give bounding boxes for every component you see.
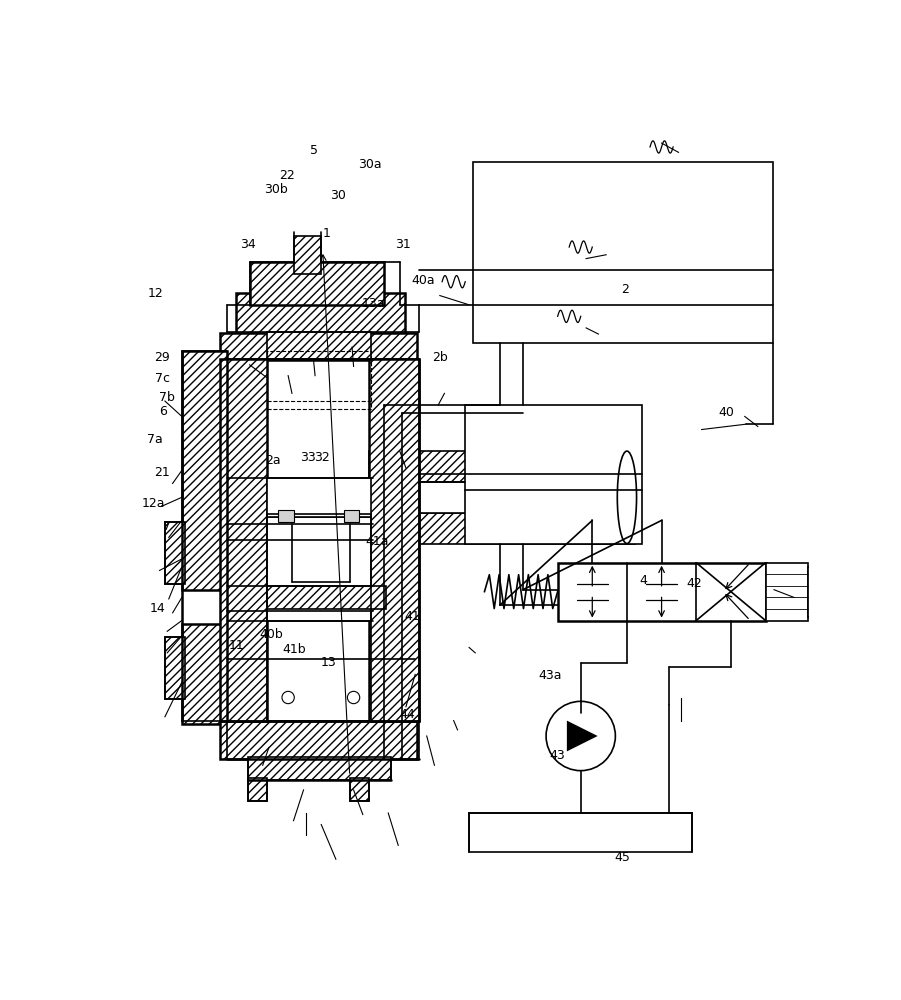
Bar [221, 721, 417, 759]
Text: 30b: 30b [264, 183, 287, 196]
Text: 41b: 41b [282, 643, 305, 656]
Circle shape [282, 691, 295, 704]
Bar [295, 235, 322, 274]
Text: 7: 7 [163, 520, 171, 533]
Bar [469, 813, 692, 852]
Bar [221, 359, 267, 721]
Bar [343, 510, 359, 522]
Text: 5: 5 [310, 144, 318, 157]
Text: 7c: 7c [155, 372, 169, 385]
Bar [369, 359, 419, 721]
Ellipse shape [617, 451, 636, 544]
Text: 41: 41 [404, 610, 420, 623]
Bar [248, 757, 390, 780]
Bar [558, 563, 766, 620]
Text: 40a: 40a [412, 274, 435, 287]
Bar [369, 513, 607, 544]
Text: 45: 45 [614, 851, 631, 864]
Bar [267, 586, 386, 609]
Bar [221, 333, 417, 360]
Circle shape [546, 701, 615, 771]
Text: 34: 34 [241, 238, 256, 251]
Text: 7b: 7b [159, 391, 175, 404]
Text: 30a: 30a [359, 158, 382, 171]
Bar [465, 405, 642, 544]
Text: 42: 42 [687, 577, 702, 590]
Text: 40b: 40b [259, 628, 283, 641]
Text: 6: 6 [159, 405, 168, 418]
Polygon shape [567, 721, 597, 751]
Text: 44: 44 [400, 708, 415, 721]
Bar [808, 567, 822, 617]
Bar [278, 510, 294, 522]
Bar [766, 563, 808, 620]
Bar [165, 522, 185, 584]
Text: 14: 14 [150, 602, 166, 615]
Text: 2: 2 [621, 283, 629, 296]
Bar [182, 624, 226, 724]
Bar [182, 351, 226, 590]
Text: 43: 43 [550, 749, 566, 762]
Text: 29: 29 [154, 351, 170, 364]
Bar [267, 478, 370, 517]
Text: 21: 21 [154, 466, 170, 479]
Text: 41a: 41a [366, 535, 389, 548]
Text: 32: 32 [314, 451, 330, 464]
Bar [165, 637, 185, 699]
Text: 13: 13 [321, 656, 336, 669]
Text: 12a: 12a [141, 497, 165, 510]
Text: 11: 11 [229, 639, 244, 652]
Circle shape [348, 691, 359, 704]
Text: 12: 12 [147, 287, 163, 300]
Bar [473, 162, 773, 343]
Text: 22: 22 [279, 169, 295, 182]
Text: 31: 31 [395, 238, 411, 251]
Bar [592, 451, 634, 544]
Bar [267, 517, 370, 620]
Bar [369, 451, 607, 482]
Text: 43a: 43a [539, 669, 562, 682]
Text: 1: 1 [323, 227, 331, 240]
Bar [369, 482, 600, 513]
Bar [267, 332, 370, 359]
Text: 40: 40 [719, 406, 734, 419]
Text: 13a: 13a [361, 297, 385, 310]
Text: 2a: 2a [265, 454, 281, 467]
Text: 2b: 2b [432, 351, 448, 364]
Bar [250, 262, 385, 305]
Bar [350, 778, 369, 801]
Bar [267, 351, 370, 409]
Text: 4: 4 [640, 574, 648, 587]
Text: 7a: 7a [147, 433, 163, 446]
Text: 33: 33 [300, 451, 315, 464]
Bar [236, 293, 405, 336]
Bar [248, 778, 268, 801]
Text: 30: 30 [331, 189, 346, 202]
